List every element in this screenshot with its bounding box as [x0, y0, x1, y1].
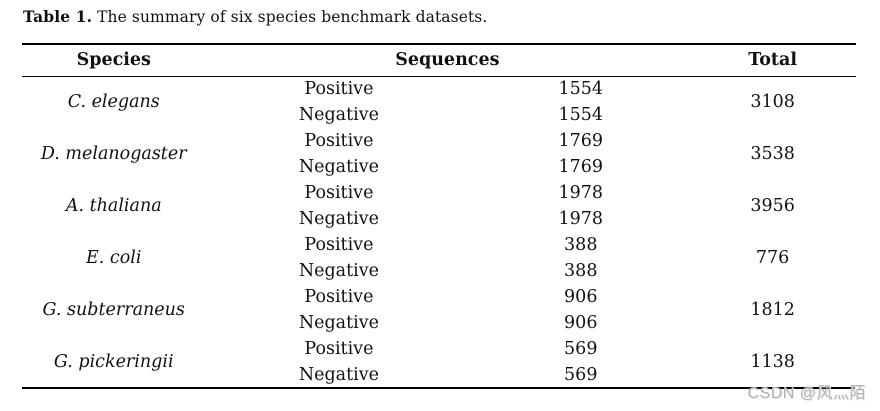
col-header-species: Species	[76, 50, 151, 71]
species-name: G. pickeringii	[53, 351, 174, 372]
sequence-count: 906	[564, 313, 598, 333]
table-row: Negative 569	[22, 362, 856, 388]
total-count: 3108	[750, 92, 795, 113]
total-count: 3538	[750, 144, 795, 164]
sequence-type-label: Positive	[304, 79, 374, 100]
table-row: A. thaliana Positive 1978 3956	[22, 180, 856, 216]
sequence-type-label: Positive	[304, 339, 374, 359]
sequence-type-label: Negative	[298, 313, 379, 333]
sequence-type-label: Negative	[298, 261, 379, 281]
sequence-type-label: Negative	[298, 157, 379, 177]
total-count: 3956	[750, 196, 795, 216]
total-count: 1812	[750, 300, 795, 320]
sequence-type-label: Negative	[298, 105, 379, 125]
species-name: C. elegans	[67, 92, 160, 113]
sequence-count: 388	[564, 235, 598, 255]
table-row: Negative 388	[22, 258, 856, 284]
datasets-table: Species Sequences Total C. elegans Posit…	[22, 43, 856, 389]
table-caption: Table 1. The summary of six species benc…	[23, 7, 487, 26]
col-header-sequences: Sequences	[395, 50, 500, 71]
species-name: E. coli	[86, 248, 142, 268]
sequence-count: 569	[564, 364, 598, 385]
sequence-type-label: Positive	[304, 131, 374, 151]
caption-text: The summary of six species benchmark dat…	[97, 8, 488, 26]
table-row: C. elegans Positive 1554 3108	[22, 76, 856, 112]
sequence-type-label: Positive	[304, 287, 374, 307]
sequence-type-label: Positive	[304, 183, 374, 203]
sequence-count: 906	[564, 287, 598, 307]
table-row: Negative 1978	[22, 206, 856, 232]
sequence-count: 569	[564, 339, 598, 359]
table-row: G. subterraneus Positive 906 1812	[22, 284, 856, 320]
table-row: D. melanogaster Positive 1769 3538	[22, 128, 856, 164]
watermark: CSDN @风灬陌	[747, 385, 866, 402]
total-count: 1138	[750, 351, 795, 372]
sequence-type-label: Negative	[298, 364, 379, 385]
sequence-count: 1769	[558, 157, 604, 177]
sequence-count: 1554	[558, 79, 604, 100]
col-header-total: Total	[748, 50, 797, 71]
sequence-count: 1978	[558, 183, 604, 203]
total-count: 776	[755, 248, 790, 268]
table-row: Negative 1554	[22, 102, 856, 128]
sequence-count: 1554	[558, 105, 604, 125]
header-row: Species Sequences Total	[22, 44, 856, 76]
caption-label: Table 1.	[23, 7, 93, 26]
table-row: Negative 906	[22, 310, 856, 336]
sequence-type-label: Negative	[298, 209, 379, 229]
species-name: D. melanogaster	[40, 144, 187, 164]
sequence-type-label: Positive	[304, 235, 374, 255]
species-name: G. subterraneus	[42, 300, 185, 320]
sequence-count: 1978	[558, 209, 604, 229]
sequence-count: 388	[564, 261, 598, 281]
table-row: E. coli Positive 388 776	[22, 232, 856, 268]
species-name: A. thaliana	[65, 196, 162, 216]
sequence-count: 1769	[558, 131, 604, 151]
table-row: Negative 1769	[22, 154, 856, 180]
table-row: G. pickeringii Positive 569 1138	[22, 336, 856, 372]
